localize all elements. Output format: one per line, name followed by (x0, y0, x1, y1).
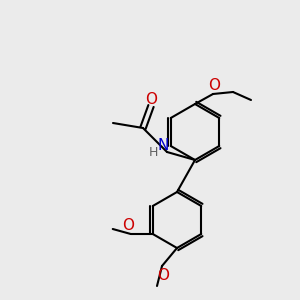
Text: O: O (208, 77, 220, 92)
Text: N: N (157, 137, 169, 152)
Text: O: O (145, 92, 157, 106)
Text: O: O (157, 268, 169, 283)
Text: O: O (122, 218, 134, 232)
Text: H: H (148, 146, 158, 158)
